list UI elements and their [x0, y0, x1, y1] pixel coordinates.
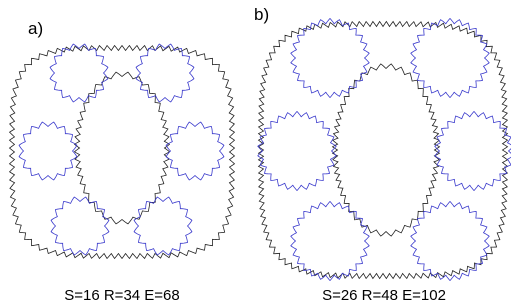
- ring-gear: [10, 46, 235, 259]
- sun-gear: [75, 72, 170, 224]
- planet-gear: [291, 19, 369, 98]
- planet-gear: [166, 122, 224, 180]
- caption: S=26 R=48 E=102: [322, 287, 446, 304]
- figure: a) b) S=16 R=34 E=68 S=26 R=48 E=102: [0, 0, 511, 308]
- panel-label: a): [28, 19, 43, 38]
- panel-label: b): [254, 5, 269, 24]
- planet-gear: [19, 122, 77, 180]
- page: a) b) S=16 R=34 E=68 S=26 R=48 E=102 (()…: [0, 0, 511, 308]
- ring-gear: [259, 22, 508, 279]
- planet-gear: [51, 197, 109, 255]
- planet-gear: [291, 202, 369, 281]
- caption: S=16 R=34 E=68: [64, 287, 180, 304]
- planet-gear: [136, 44, 194, 102]
- planet-gear: [411, 202, 489, 281]
- planet-gear: [50, 44, 108, 102]
- planet-gear: [258, 112, 336, 191]
- sun-gear: [333, 64, 440, 236]
- planet-gear: [435, 112, 511, 191]
- planet-gear: [411, 19, 489, 98]
- planet-gear: [134, 197, 192, 255]
